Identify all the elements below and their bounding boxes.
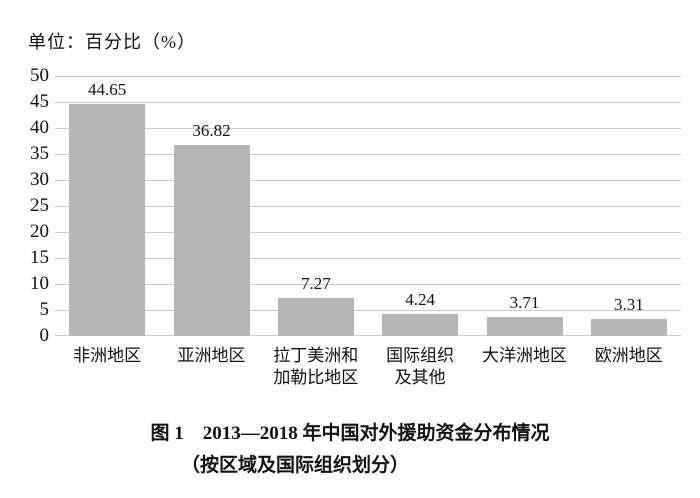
- gridline: [55, 284, 681, 285]
- caption-subtitle: （按区域及国际组织划分）: [180, 455, 409, 476]
- gridline: [55, 76, 681, 77]
- y-tick-label: 45: [30, 91, 49, 112]
- gridline: [55, 128, 681, 129]
- bar: [277, 298, 354, 336]
- y-tick-label: 15: [30, 247, 49, 268]
- bar-value-label: 3.31: [613, 294, 644, 314]
- gridline: [55, 102, 681, 103]
- bar-chart-plot-area: 0 5 10 15 20 25 30 35 40 45 50 44.65 非洲地区 36.82 亚洲地区 7.…: [30, 65, 681, 387]
- bar-value-label: 4.24: [405, 289, 436, 309]
- y-tick-label: 0: [39, 325, 50, 346]
- bar: [590, 318, 667, 336]
- y-tick-label: 20: [30, 221, 49, 242]
- gridline: [55, 180, 681, 181]
- y-tick-label: 25: [30, 195, 49, 216]
- y-tick-label: 5: [39, 299, 50, 320]
- bar: [486, 316, 563, 336]
- y-tick-label: 10: [30, 273, 49, 294]
- gridline: [55, 310, 681, 311]
- bar-value-label: 44.65: [88, 79, 127, 99]
- caption-title: 图 1 2013—2018 年中国对外援助资金分布情况: [150, 423, 550, 444]
- x-category-label: 国际组织 及其他: [386, 346, 455, 387]
- y-tick-label: 30: [30, 169, 49, 190]
- gridline: [55, 335, 681, 336]
- bar: [382, 313, 459, 336]
- y-tick-label: 40: [30, 117, 49, 138]
- gridline: [55, 206, 681, 207]
- x-category-label: 欧洲地区: [594, 346, 663, 365]
- unit-label: 单位：百分比（%）: [28, 32, 196, 52]
- bar-value-label: 7.27: [300, 274, 331, 294]
- bar: [69, 103, 146, 336]
- bar: [173, 144, 250, 336]
- gridline: [55, 258, 681, 259]
- x-category-label: 大洋洲地区: [481, 346, 567, 365]
- x-category-label: 拉丁美洲和 加勒比地区: [273, 346, 359, 387]
- y-tick-label: 35: [30, 143, 49, 164]
- y-tick-label: 50: [30, 65, 49, 86]
- x-category-label: 亚洲地区: [177, 346, 246, 365]
- gridline: [55, 232, 681, 233]
- bar-value-label: 36.82: [192, 120, 231, 140]
- figure-caption: 图 1 2013—2018 年中国对外援助资金分布情况 （按区域及国际组织划分）: [0, 418, 700, 482]
- bar-value-label: 3.71: [509, 292, 540, 312]
- gridline: [55, 154, 681, 155]
- x-category-label: 非洲地区: [73, 346, 142, 365]
